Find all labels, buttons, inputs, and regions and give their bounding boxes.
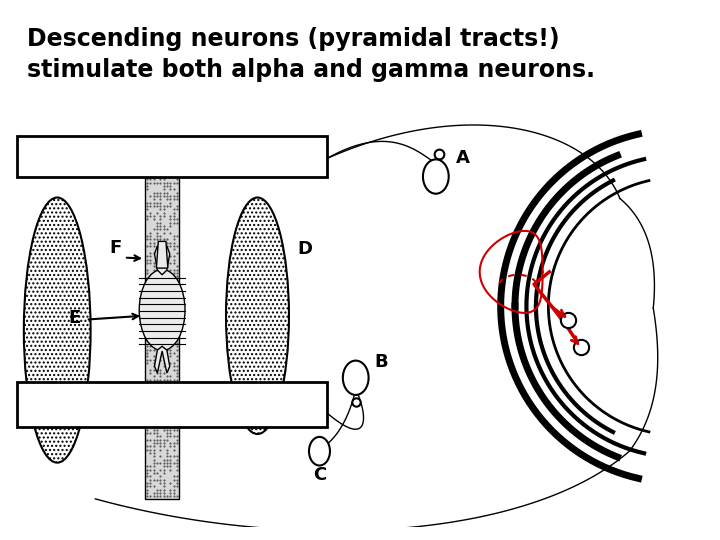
Ellipse shape bbox=[139, 269, 185, 350]
Text: stimulate both alpha and gamma neurons.: stimulate both alpha and gamma neurons. bbox=[27, 58, 595, 82]
Text: Descending neurons (pyramidal tracts!): Descending neurons (pyramidal tracts!) bbox=[27, 27, 559, 51]
Text: C: C bbox=[313, 466, 326, 484]
Ellipse shape bbox=[24, 198, 91, 463]
Polygon shape bbox=[155, 246, 170, 275]
Bar bbox=[17, 137, 327, 178]
Text: A: A bbox=[456, 149, 469, 167]
Bar bbox=[17, 382, 327, 427]
Ellipse shape bbox=[226, 198, 289, 434]
Text: F: F bbox=[109, 239, 122, 257]
Ellipse shape bbox=[423, 159, 449, 194]
Ellipse shape bbox=[343, 361, 369, 395]
Text: B: B bbox=[375, 353, 388, 372]
Polygon shape bbox=[155, 346, 170, 373]
Bar bbox=[145, 174, 179, 499]
Polygon shape bbox=[156, 241, 168, 268]
Text: E: E bbox=[68, 309, 81, 327]
Text: D: D bbox=[297, 240, 312, 258]
Ellipse shape bbox=[309, 437, 330, 465]
